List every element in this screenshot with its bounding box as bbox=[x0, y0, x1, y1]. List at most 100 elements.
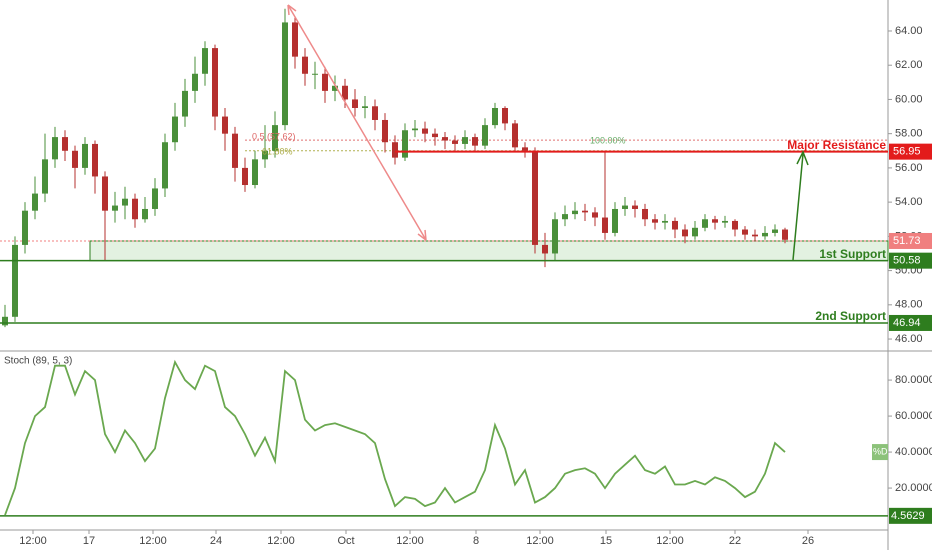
candle-body bbox=[602, 217, 608, 233]
candle-body bbox=[632, 205, 638, 209]
candle-body bbox=[742, 229, 748, 235]
x-tick-label: 17 bbox=[83, 535, 95, 547]
x-tick-label: 12:00 bbox=[396, 535, 424, 547]
candle-body bbox=[192, 73, 198, 91]
candle-body bbox=[582, 210, 588, 213]
candle-body bbox=[432, 133, 438, 138]
stoch-line bbox=[4, 359, 786, 516]
candle-body bbox=[292, 22, 298, 57]
x-tick-label: 12:00 bbox=[267, 535, 295, 547]
candle-body bbox=[612, 208, 618, 233]
candle-body bbox=[712, 219, 718, 223]
candle-body bbox=[552, 219, 558, 254]
candle-body bbox=[482, 125, 488, 146]
candle-body bbox=[52, 137, 58, 160]
level-label: Major Resistance bbox=[787, 138, 886, 152]
candle-body bbox=[352, 99, 358, 108]
candle-body bbox=[702, 219, 708, 228]
support-zone bbox=[89, 240, 889, 262]
candle-body bbox=[492, 107, 498, 126]
candle-body bbox=[242, 167, 248, 186]
fib-label: 0.5 (57.62) bbox=[252, 131, 296, 141]
candle-body bbox=[232, 133, 238, 168]
candle-body bbox=[682, 229, 688, 237]
candle-body bbox=[282, 22, 288, 126]
last-price-box bbox=[889, 232, 932, 249]
candle-body bbox=[662, 220, 668, 223]
level-label: 1st Support bbox=[819, 247, 886, 261]
candle-body bbox=[412, 128, 418, 131]
y-tick-label: 56.00 bbox=[895, 162, 923, 174]
candle-body bbox=[2, 316, 8, 326]
candle-body bbox=[152, 188, 158, 209]
y-tick-label: 48.00 bbox=[895, 299, 923, 311]
candle-body bbox=[672, 220, 678, 230]
level-price: 4.5629 bbox=[891, 510, 925, 522]
y-tick-label: 58.00 bbox=[895, 128, 923, 140]
level-price-box bbox=[889, 252, 932, 269]
legend-entry: %D bbox=[873, 446, 888, 456]
candle-body bbox=[312, 73, 318, 75]
y-tick-label: 62.00 bbox=[895, 59, 923, 71]
candle-body bbox=[132, 198, 138, 220]
y-tick-label: 54.00 bbox=[895, 196, 923, 208]
candle-body bbox=[92, 143, 98, 177]
candle-body bbox=[42, 159, 48, 194]
y-tick-label: 60.00 bbox=[895, 93, 923, 105]
candle-body bbox=[532, 150, 538, 245]
level-price: 56.95 bbox=[893, 146, 921, 158]
x-tick-label: 12:00 bbox=[139, 535, 167, 547]
candle-body bbox=[372, 106, 378, 120]
legend-box bbox=[872, 444, 888, 461]
x-tick-label: 22 bbox=[729, 535, 741, 547]
x-tick-label: 12:00 bbox=[19, 535, 47, 547]
x-tick-label: 12:00 bbox=[656, 535, 684, 547]
candle-body bbox=[82, 143, 88, 168]
candle-body bbox=[112, 205, 118, 211]
candle-body bbox=[542, 244, 548, 254]
candle-body bbox=[762, 232, 768, 237]
candle-body bbox=[572, 210, 578, 215]
candle-body bbox=[102, 176, 108, 211]
candle-body bbox=[162, 142, 168, 189]
candle-body bbox=[272, 125, 278, 151]
candle-body bbox=[452, 140, 458, 144]
candle-body bbox=[72, 150, 78, 168]
candle-body bbox=[332, 85, 338, 91]
candle-body bbox=[382, 119, 388, 143]
candle-body bbox=[302, 56, 308, 74]
indicator-title: Stoch (89, 5, 3) bbox=[4, 356, 72, 367]
candle-body bbox=[62, 137, 68, 151]
candle-body bbox=[122, 198, 128, 206]
candle-body bbox=[562, 214, 568, 220]
last-price-label: 51.73 bbox=[893, 235, 921, 247]
candle-body bbox=[262, 150, 268, 160]
y-tick-label: 20.0000 bbox=[895, 482, 932, 494]
level-price: 46.94 bbox=[893, 317, 921, 329]
candle-body bbox=[772, 229, 778, 233]
trend-arrow bbox=[287, 4, 427, 241]
arrow-head bbox=[796, 150, 809, 166]
fib-label: 61.80% bbox=[262, 146, 293, 156]
candle-body bbox=[462, 137, 468, 144]
candle-body bbox=[622, 205, 628, 209]
candle-body bbox=[782, 229, 788, 240]
candle-body bbox=[722, 220, 728, 223]
candle-body bbox=[752, 234, 758, 237]
x-tick-label: 12:00 bbox=[526, 535, 554, 547]
x-tick-label: 26 bbox=[802, 535, 814, 547]
x-tick-label: 8 bbox=[473, 535, 479, 547]
candle-body bbox=[322, 73, 328, 91]
candle-body bbox=[252, 159, 258, 186]
candle-body bbox=[642, 208, 648, 220]
arrow-head bbox=[287, 4, 297, 16]
plot: 46.0048.0050.0052.0054.0056.0058.0060.00… bbox=[0, 8, 932, 547]
candle-body bbox=[732, 220, 738, 230]
candle-body bbox=[652, 219, 658, 223]
candle-body bbox=[522, 147, 528, 151]
level-price-box bbox=[889, 314, 932, 331]
candle-body bbox=[472, 137, 478, 146]
candle-body bbox=[442, 137, 448, 141]
